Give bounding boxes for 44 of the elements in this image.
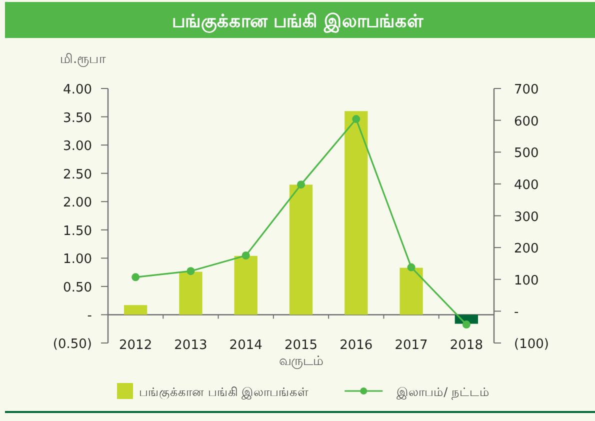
x-tick-label: 2013 [174, 338, 208, 353]
y-tick-label: - [87, 308, 92, 324]
point [186, 267, 195, 276]
y-tick-label: 1.50 [63, 224, 92, 239]
point [132, 273, 140, 282]
y2-tick-label: 200 [514, 242, 539, 257]
y2-tick-label: 300 [514, 210, 539, 225]
point [462, 320, 470, 329]
bar [234, 256, 258, 315]
bar [124, 305, 148, 315]
x-tick-label: 2015 [284, 338, 318, 353]
y-tick-label: 4.00 [63, 82, 92, 98]
bar [400, 268, 423, 315]
x-tick-label: 2016 [340, 338, 373, 353]
chart-title: பங்குக்கான பங்கி இலாபங்கள் [172, 11, 424, 33]
y-tick-label: 3.00 [63, 139, 92, 154]
y2-tick-label: 500 [514, 146, 539, 162]
x-tick-label: 2012 [119, 338, 152, 353]
point [352, 115, 360, 124]
point [297, 180, 305, 189]
y2-tick-label: 400 [514, 178, 539, 193]
y2-tick-label: 600 [514, 114, 539, 130]
y2-tick-label: - [514, 305, 519, 320]
x-tick-label: 2014 [229, 338, 262, 353]
y-tick-label: (0.50) [52, 337, 92, 352]
legend-label: இலாபம்/ நட்டம் [396, 385, 490, 400]
y-tick-label: 2.00 [63, 196, 92, 211]
y2-tick-label: (100) [514, 337, 549, 352]
y-axis-title: மி.ரூபா [60, 52, 106, 67]
y2-tick-label: 100 [514, 273, 539, 288]
y-tick-label: 3.50 [63, 110, 92, 126]
y-tick-label: 2.50 [63, 167, 92, 182]
point [242, 252, 250, 260]
x-axis-title: வருடம் [279, 354, 323, 369]
point [407, 263, 416, 272]
legend-label: பங்குக்கான பங்கி இலாபங்கள் [139, 385, 309, 400]
bar [289, 184, 313, 315]
x-tick-label: 2017 [394, 338, 428, 353]
y-tick-label: 0.50 [63, 280, 92, 296]
x-tick-label: 2018 [450, 338, 483, 353]
y2-tick-label: 700 [514, 82, 539, 98]
bar [344, 111, 368, 315]
y-tick-label: 1.00 [63, 252, 92, 268]
bar [179, 272, 202, 315]
